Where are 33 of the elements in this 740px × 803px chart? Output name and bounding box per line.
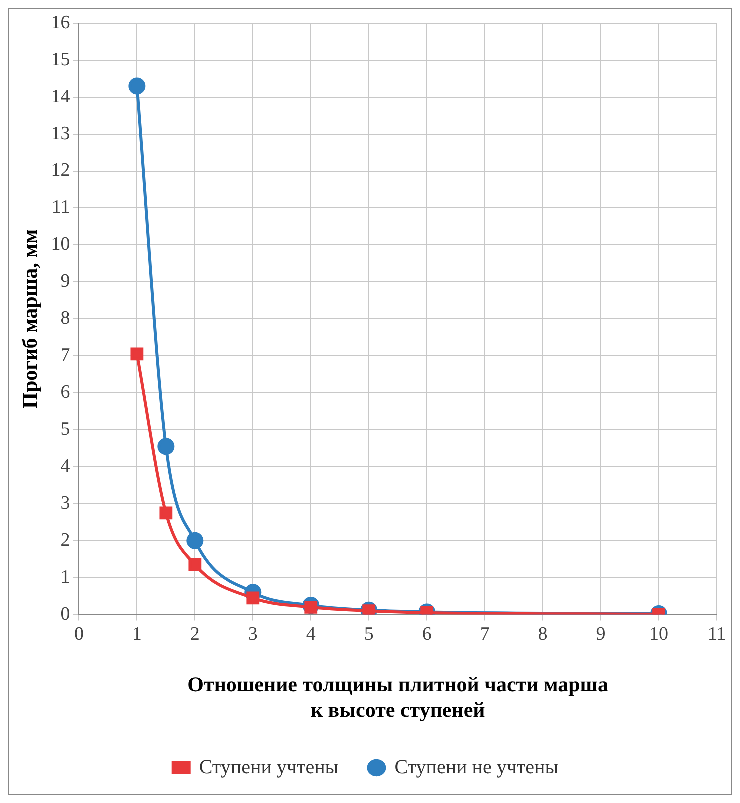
y-tick-label: 13 (51, 123, 70, 144)
y-tick-label: 4 (60, 456, 71, 477)
x-tick-label: 8 (538, 624, 548, 646)
x-tick-label: 1 (132, 624, 142, 646)
y-tick-label: 14 (51, 86, 71, 108)
y-tick-label: 0 (60, 604, 70, 625)
x-tick-label: 2 (190, 624, 200, 646)
legend-label: Ступени не учтены (394, 756, 559, 778)
x-tick-label: 3 (248, 624, 258, 646)
y-tick-label: 11 (52, 197, 70, 218)
y-tick-label: 15 (51, 49, 70, 70)
x-tick-label: 9 (596, 624, 606, 646)
x-tick-label: 6 (422, 624, 432, 646)
x-tick-label: 5 (364, 624, 374, 646)
legend-label: Ступени учтены (199, 756, 339, 778)
y-tick-label: 8 (60, 308, 70, 330)
y-tick-label: 1 (60, 566, 70, 588)
x-tick-label: 0 (74, 624, 84, 646)
y-tick-label: 12 (51, 160, 70, 182)
y-tick-label: 3 (60, 492, 70, 514)
x-tick-label: 4 (306, 624, 316, 646)
x-tick-label: 11 (708, 624, 726, 646)
x-tick-label: 7 (480, 624, 490, 646)
y-tick-label: 10 (51, 234, 70, 256)
y-tick-label: 5 (60, 418, 70, 440)
y-tick-label: 7 (60, 345, 70, 366)
y-tick-label: 2 (60, 530, 70, 551)
x-axis-title: Отношение толщины плитной части марша к высоте ступеней (188, 672, 610, 722)
y-axis-title: Прогиб марша, мм (18, 229, 42, 409)
y-tick-label: 16 (51, 12, 70, 34)
y-tick-label: 9 (60, 271, 70, 292)
y-tick-label: 6 (60, 382, 70, 404)
x-tick-label: 10 (650, 624, 669, 646)
